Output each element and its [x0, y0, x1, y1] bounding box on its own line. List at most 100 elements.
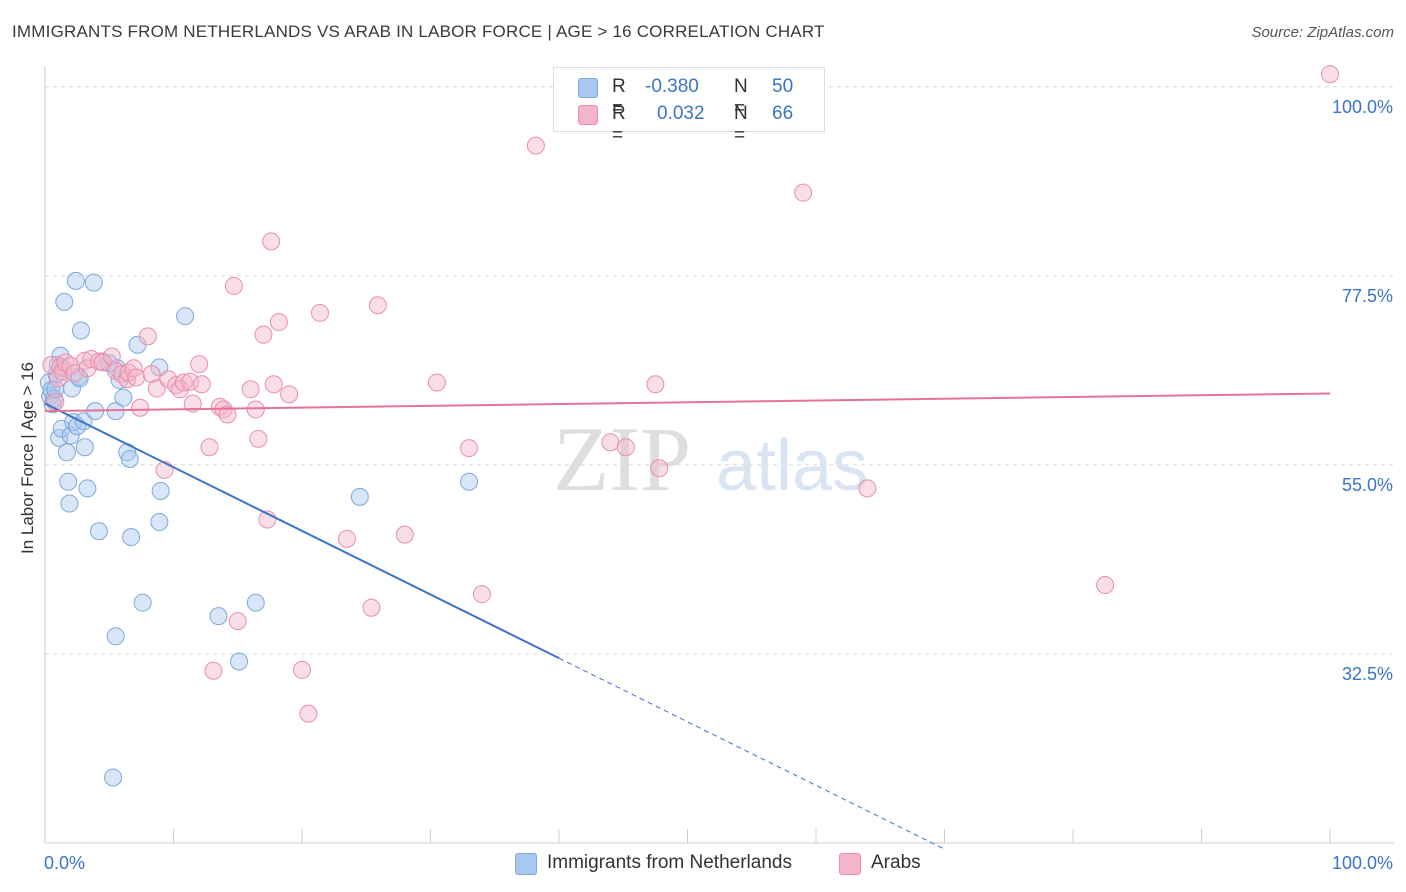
- watermark-zip: ZIP: [553, 408, 691, 510]
- arabs-point: [1321, 65, 1339, 84]
- arabs-point: [155, 460, 174, 479]
- arabs-point: [93, 353, 112, 372]
- y-tick-label: 100.0%: [1332, 97, 1393, 117]
- watermark: ZIP atlas: [553, 408, 868, 510]
- netherlands-point: [62, 379, 81, 398]
- stats-legend: R = -0.380 N = 50 R = 0.032 N = 66: [553, 67, 825, 146]
- legend-swatch-pink: [839, 853, 861, 875]
- arabs-point: [460, 439, 479, 458]
- legend-n-value: 50: [772, 76, 794, 97]
- legend-swatch-blue: [578, 78, 598, 98]
- data-points: [39, 65, 1339, 787]
- arabs-point: [337, 529, 356, 548]
- arabs-point: [75, 351, 94, 370]
- arabs-point: [526, 136, 545, 155]
- netherlands-point: [61, 426, 80, 445]
- arabs-point: [181, 372, 200, 391]
- legend-r-label: R =: [612, 103, 626, 146]
- legend-n-label: N =: [734, 103, 748, 146]
- arabs-point: [395, 525, 414, 544]
- netherlands-point: [55, 292, 74, 311]
- netherlands-point: [122, 528, 141, 547]
- arabs-point: [293, 660, 311, 679]
- arabs-point: [427, 373, 446, 392]
- legend-n-label: N =: [734, 76, 748, 119]
- arabs-trend-line: [44, 392, 1331, 413]
- y-tick-label: 32.5%: [1342, 664, 1393, 684]
- axes: [44, 66, 1394, 844]
- arabs-point: [254, 325, 273, 344]
- arabs-point: [118, 370, 137, 389]
- arabs-point: [858, 479, 877, 498]
- netherlands-point: [59, 472, 78, 491]
- legend-label-arabs: Arabs: [871, 852, 921, 873]
- netherlands-point: [78, 479, 97, 498]
- arabs-point: [131, 398, 150, 417]
- legend-swatch-blue: [515, 853, 537, 875]
- legend-swatch-pink: [578, 105, 598, 125]
- arabs-point: [264, 375, 283, 394]
- arabs-point: [192, 375, 211, 394]
- netherlands-point: [230, 652, 249, 671]
- arabs-point: [601, 433, 620, 452]
- netherlands-point: [60, 494, 79, 513]
- arabs-point: [218, 405, 237, 424]
- netherlands-point: [52, 419, 71, 438]
- netherlands-point: [114, 388, 133, 407]
- netherlands-point: [89, 522, 108, 541]
- source-label: Source: ZipAtlas.com: [1251, 24, 1394, 41]
- x-tick-label: 0.0%: [44, 853, 85, 873]
- netherlands-point: [151, 481, 170, 500]
- arabs-point: [310, 303, 329, 322]
- arabs-point: [794, 183, 813, 202]
- netherlands-point: [57, 443, 76, 462]
- netherlands-point: [106, 627, 125, 646]
- netherlands-point: [84, 273, 103, 292]
- netherlands-point: [209, 607, 228, 626]
- legend-n-value: 66: [772, 103, 794, 124]
- arabs-point: [299, 704, 318, 723]
- legend-label-netherlands: Immigrants from Netherlands: [547, 852, 792, 873]
- tick-labels: 32.5% 55.0% 77.5% 100.0% 0.0% 100.0%: [44, 97, 1393, 873]
- arabs-point: [249, 429, 268, 448]
- arabs-point: [183, 394, 202, 413]
- arabs-point: [246, 400, 265, 419]
- netherlands-point: [71, 321, 90, 340]
- x-tick-label: 100.0%: [1332, 853, 1393, 873]
- netherlands-point: [66, 271, 85, 290]
- arabs-point: [190, 355, 209, 374]
- netherlands-point: [75, 438, 94, 457]
- chart-title: IMMIGRANTS FROM NETHERLANDS VS ARAB IN L…: [12, 22, 825, 41]
- netherlands-point: [350, 487, 369, 506]
- arabs-point: [174, 373, 193, 392]
- arabs-point: [650, 459, 669, 478]
- netherlands-point: [133, 593, 152, 612]
- netherlands-point: [104, 768, 123, 787]
- netherlands-point: [176, 307, 195, 326]
- arabs-point: [228, 612, 247, 631]
- arabs-point: [472, 585, 491, 604]
- arabs-point: [102, 347, 121, 366]
- arabs-point: [269, 313, 288, 332]
- netherlands-point: [246, 593, 265, 612]
- trend-lines: [44, 392, 1331, 850]
- arabs-point: [362, 598, 381, 617]
- arabs-point: [241, 380, 260, 399]
- legend-r-value: 0.032: [657, 103, 705, 124]
- arabs-point: [616, 438, 635, 457]
- arabs-point: [204, 661, 223, 680]
- gridlines: [45, 86, 1394, 655]
- netherlands-point: [70, 369, 89, 388]
- arabs-point: [200, 438, 219, 457]
- arabs-point: [127, 368, 146, 387]
- netherlands-trend-extension: [558, 657, 945, 850]
- arabs-point: [646, 375, 665, 394]
- netherlands-point: [460, 472, 479, 491]
- y-tick-label: 77.5%: [1342, 286, 1393, 306]
- arabs-point: [280, 385, 299, 404]
- arabs-point: [78, 359, 97, 378]
- arabs-point: [224, 276, 243, 295]
- arabs-point: [138, 327, 157, 346]
- arabs-point: [113, 365, 132, 384]
